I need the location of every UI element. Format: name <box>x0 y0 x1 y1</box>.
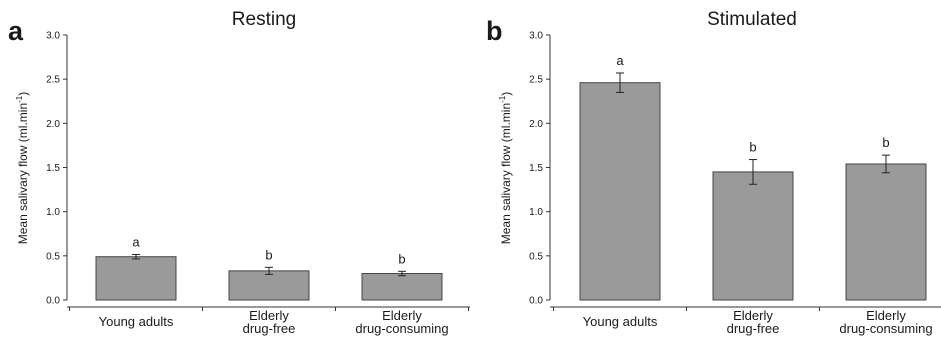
y-tick-label: 3.0 <box>529 31 543 42</box>
y-tick-label: 0.0 <box>46 296 60 307</box>
chart-title: Stimulated <box>707 9 797 30</box>
y-tick-label: 0.5 <box>529 251 543 262</box>
chart-panel-b: b Stimulated 0.0 0.5 1.0 1.5 2.0 2.5 3.0 Mean sal… <box>486 9 941 336</box>
x-tick-label: Young adults <box>99 314 174 329</box>
y-tick-label: 1.5 <box>46 163 60 174</box>
x-tick-label: Young adults <box>583 314 658 329</box>
x-tick-label-line: Young adults <box>583 314 658 329</box>
y-tick-label: 0.5 <box>46 251 60 262</box>
y-tick-label: 0.0 <box>529 296 543 307</box>
group-letter: b <box>749 140 756 155</box>
y-axis-label-main: Mean salivary flow (ml.min <box>499 103 513 244</box>
x-tick-label: Elderly drug-free <box>243 308 296 336</box>
group-letter: b <box>882 135 889 150</box>
y-axis-label-superscript: -1 <box>498 95 507 103</box>
y-tick-label: 1.5 <box>529 163 543 174</box>
bar <box>712 171 794 301</box>
y-axis-label-suffix: ) <box>499 92 513 96</box>
bar <box>361 273 443 301</box>
y-tick-label: 2.5 <box>46 75 60 86</box>
bar <box>845 163 927 301</box>
x-tick-label-line: drug-free <box>243 321 296 336</box>
y-tick-label: 2.5 <box>529 75 543 86</box>
y-tick-label: 3.0 <box>46 31 60 42</box>
bar <box>579 82 661 301</box>
x-tick-label-line: Elderly <box>733 308 773 323</box>
panel-label: a <box>8 16 24 46</box>
bar <box>228 270 310 301</box>
group-letter: a <box>616 53 624 68</box>
y-axis-label-main: Mean salivary flow (ml.min <box>16 103 30 244</box>
y-axis-label: Mean salivary flow (ml.min-1) <box>498 92 513 245</box>
y-tick-label: 1.0 <box>46 207 60 218</box>
x-tick-label-line: Elderly <box>249 308 289 323</box>
panel-label: b <box>486 16 503 46</box>
x-tick-label-line: drug-free <box>727 321 780 336</box>
x-tick-label-line: drug-consuming <box>839 321 932 336</box>
x-tick-label-line: drug-consuming <box>355 321 448 336</box>
y-tick-label: 2.0 <box>46 119 60 130</box>
y-axis-label: Mean salivary flow (ml.min-1) <box>15 92 30 245</box>
y-axis-label-superscript: -1 <box>15 95 24 103</box>
y-tick-label: 1.0 <box>529 207 543 218</box>
group-letter: b <box>398 251 405 266</box>
x-tick-label: Elderly drug-consuming <box>355 308 448 336</box>
chart-title: Resting <box>232 9 296 30</box>
x-tick-label: Elderly drug-free <box>727 308 780 336</box>
x-tick-label-line: Young adults <box>99 314 174 329</box>
y-tick-label: 2.0 <box>529 119 543 130</box>
x-tick-label-line: Elderly <box>382 308 422 323</box>
group-letter: a <box>132 235 140 250</box>
group-letter: b <box>265 247 272 262</box>
chart-panel-a: a Resting 0.0 0.5 1.0 1.5 2.0 2.5 3.0 Mean saliva… <box>8 9 470 336</box>
x-tick-label: Elderly drug-consuming <box>839 308 932 336</box>
x-tick-label-line: Elderly <box>866 308 906 323</box>
bar <box>95 256 177 301</box>
y-axis-label-suffix: ) <box>16 92 30 96</box>
